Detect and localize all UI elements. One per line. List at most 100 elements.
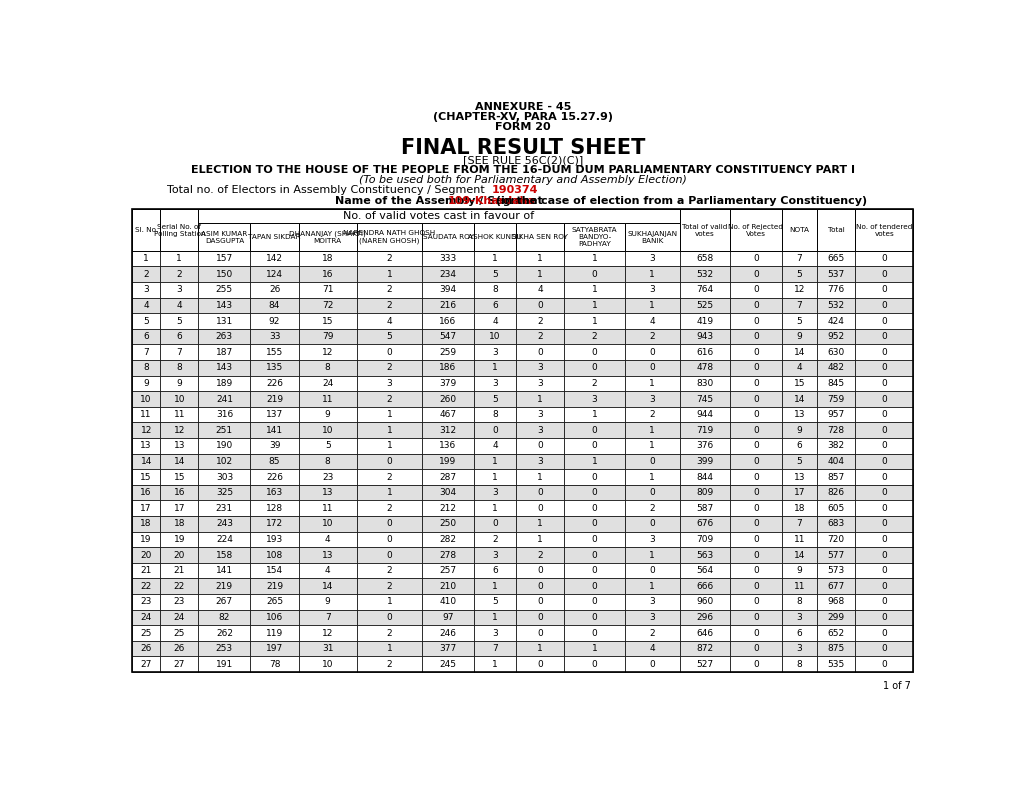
Bar [198, 641, 251, 656]
Text: 231: 231 [216, 504, 232, 513]
Text: 97: 97 [442, 613, 453, 622]
Text: 532: 532 [696, 269, 712, 279]
Text: 102: 102 [216, 457, 232, 466]
Text: 0: 0 [880, 255, 887, 263]
Bar [132, 344, 160, 360]
Bar [816, 298, 854, 314]
Bar [474, 376, 516, 392]
Text: 1: 1 [537, 473, 543, 481]
Text: 3: 3 [492, 629, 497, 637]
Text: 8: 8 [324, 363, 330, 373]
Bar [357, 223, 422, 251]
Text: 0: 0 [752, 629, 758, 637]
Text: 482: 482 [826, 363, 844, 373]
Text: 0: 0 [880, 363, 887, 373]
Text: 0: 0 [537, 488, 543, 497]
Bar [299, 578, 357, 594]
Bar [474, 500, 516, 516]
Bar [782, 407, 816, 422]
Bar [198, 500, 251, 516]
Text: 257: 257 [439, 566, 457, 575]
Bar [198, 223, 251, 251]
Bar [357, 454, 422, 470]
Bar [730, 532, 782, 547]
Bar [422, 516, 474, 532]
Bar [357, 314, 422, 329]
Bar [564, 422, 624, 438]
Text: 0: 0 [537, 613, 543, 622]
Text: 537: 537 [826, 269, 844, 279]
Bar [730, 625, 782, 641]
Bar [782, 298, 816, 314]
Text: 535: 535 [826, 660, 844, 669]
Bar [422, 282, 474, 298]
Bar [198, 532, 251, 547]
Bar [357, 656, 422, 672]
Text: 0: 0 [880, 519, 887, 529]
Text: 12: 12 [322, 348, 333, 357]
Bar [730, 656, 782, 672]
Bar [679, 641, 730, 656]
Text: 709: 709 [695, 535, 712, 544]
Bar [624, 438, 679, 454]
Text: 128: 128 [266, 504, 283, 513]
Bar [474, 329, 516, 344]
Text: 0: 0 [537, 348, 543, 357]
Bar [730, 298, 782, 314]
Bar [299, 344, 357, 360]
Bar [679, 563, 730, 578]
Bar [854, 470, 912, 485]
Text: 0: 0 [537, 566, 543, 575]
Text: 13: 13 [141, 441, 152, 451]
Text: 764: 764 [696, 285, 712, 295]
Bar [357, 563, 422, 578]
Text: 2: 2 [386, 255, 391, 263]
Text: Name of the Assembly / Segment: Name of the Assembly / Segment [335, 196, 546, 206]
Text: No. of tendered
votes: No. of tendered votes [855, 224, 912, 236]
Bar [816, 422, 854, 438]
Text: 8: 8 [492, 285, 497, 295]
Bar [357, 360, 422, 376]
Bar [132, 298, 160, 314]
Bar [516, 376, 564, 392]
Text: 0: 0 [880, 613, 887, 622]
Text: 0: 0 [752, 582, 758, 591]
Bar [251, 641, 299, 656]
Bar [299, 625, 357, 641]
Text: 6: 6 [492, 566, 497, 575]
Bar [854, 500, 912, 516]
Text: 0: 0 [649, 363, 654, 373]
Bar [679, 532, 730, 547]
Bar [854, 344, 912, 360]
Bar [198, 392, 251, 407]
Text: 0: 0 [537, 660, 543, 669]
Bar [782, 282, 816, 298]
Bar [782, 516, 816, 532]
Text: 22: 22 [141, 582, 152, 591]
Bar [782, 470, 816, 485]
Bar [160, 266, 198, 282]
Text: 2: 2 [537, 551, 542, 559]
Text: 1: 1 [649, 551, 654, 559]
Bar [132, 251, 160, 266]
Text: 0: 0 [649, 660, 654, 669]
Bar [357, 625, 422, 641]
Bar [730, 314, 782, 329]
Bar [624, 298, 679, 314]
Bar [299, 282, 357, 298]
Text: 16: 16 [141, 488, 152, 497]
Bar [198, 298, 251, 314]
Bar [474, 516, 516, 532]
Text: FORM 20: FORM 20 [494, 122, 550, 132]
Bar [299, 360, 357, 376]
Bar [422, 392, 474, 407]
Bar [160, 470, 198, 485]
Text: 3: 3 [144, 285, 149, 295]
Bar [730, 210, 782, 251]
Bar [422, 625, 474, 641]
Text: 143: 143 [216, 301, 232, 310]
Bar [516, 532, 564, 547]
Bar [132, 422, 160, 438]
Bar [299, 485, 357, 500]
Text: 219: 219 [266, 395, 283, 403]
